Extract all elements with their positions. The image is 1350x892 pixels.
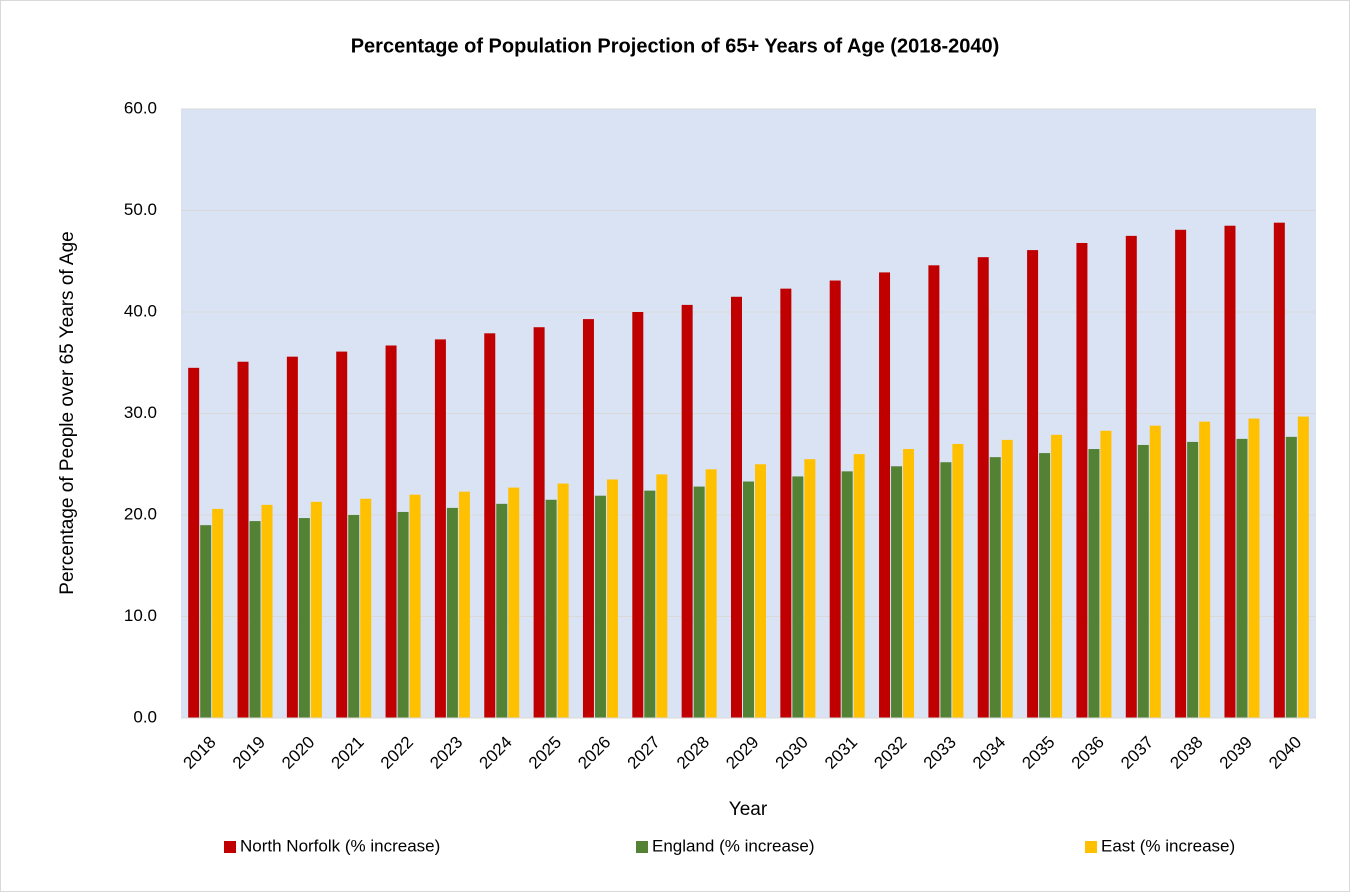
bar [804,459,816,718]
bar [434,339,446,718]
bar [212,508,224,718]
bar [1088,449,1100,718]
legend-swatch [224,841,236,853]
bar [1187,441,1199,718]
bar [458,491,470,718]
legend-label: East (% increase) [1101,836,1235,855]
y-axis-label: Percentage of People over 65 Years of Ag… [57,231,78,594]
bar [977,257,989,718]
bar [1051,434,1063,718]
bar [792,476,804,718]
bar [446,507,458,718]
bar [705,469,717,718]
bar [348,515,360,718]
bar [940,462,952,718]
bar [1297,416,1309,718]
bar [829,280,841,718]
bar [952,443,964,718]
bar [681,304,693,718]
y-tick-label: 10.0 [124,606,157,625]
bar [237,361,249,718]
bar [1248,418,1260,718]
bar [903,449,915,718]
bar [533,327,545,718]
bar [989,457,1001,718]
bar [853,454,865,718]
bar [1175,229,1187,718]
y-tick-label: 0.0 [133,707,157,726]
bar [261,504,273,718]
bar [397,511,409,718]
bar [841,471,853,718]
bar [1001,439,1013,718]
bar [336,351,348,718]
bar [385,345,397,718]
bar [1100,430,1112,718]
chart-title: Percentage of Population Projection of 6… [351,35,1000,57]
bar [1125,235,1137,718]
bar [879,272,891,718]
bar [594,495,606,718]
bar [286,356,298,718]
y-tick-label: 30.0 [124,403,157,422]
bar [693,486,705,718]
bar [1224,225,1236,718]
bar [360,498,372,718]
y-tick-label: 40.0 [124,301,157,320]
bar [1199,421,1211,718]
bar [1236,438,1248,718]
bar [780,288,792,718]
bar [557,483,569,718]
bar [606,479,618,718]
bar [1137,444,1149,718]
y-tick-label: 50.0 [124,200,157,219]
bar [484,333,496,718]
bar [891,466,903,718]
bar [200,525,212,718]
bar [298,518,310,718]
bar [545,499,557,718]
bar [1039,453,1051,718]
bar [743,481,754,718]
y-tick-label: 20.0 [124,504,157,523]
bar [582,319,594,718]
legend-label: England (% increase) [652,836,815,855]
bar [1149,425,1161,718]
legend-swatch [1085,841,1097,853]
bar [632,312,644,718]
bar [188,367,200,718]
bar [496,503,508,718]
bar [731,296,742,718]
bar [508,487,520,718]
bar [755,464,766,718]
bar [409,494,421,718]
legend-swatch [636,841,648,853]
legend-label: North Norfolk (% increase) [240,836,440,855]
bar [656,474,668,718]
bar [310,501,322,718]
bar [1285,436,1297,718]
bar [928,265,940,718]
bar [644,490,656,718]
bar [1273,222,1285,718]
x-axis-label: Year [729,799,768,820]
bar [1076,242,1088,719]
y-tick-label: 60.0 [124,98,157,117]
bar [249,521,261,718]
bar [1027,250,1039,718]
